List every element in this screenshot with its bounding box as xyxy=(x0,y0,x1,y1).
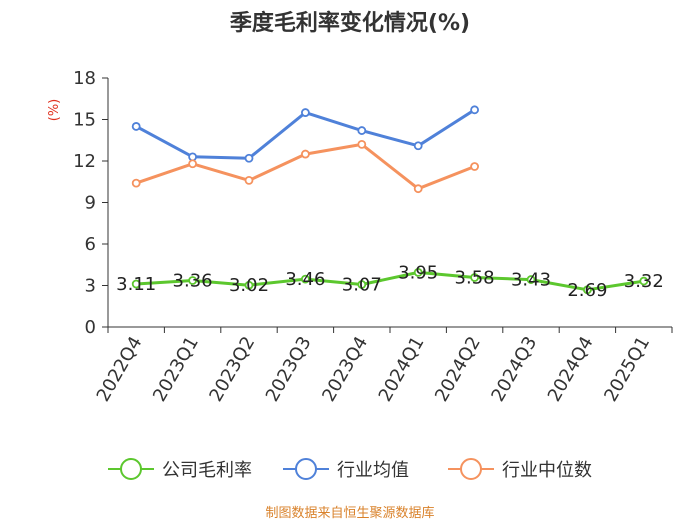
x-tick-label: 2023Q3 xyxy=(262,333,316,405)
data-labels: 3.11 3.36 3.02 3.46 3.07 3.95 3.58 3.43 2.69 3.32 xyxy=(116,262,664,300)
data-point xyxy=(244,153,254,163)
data-point xyxy=(244,175,254,185)
x-tick-label: 2024Q1 xyxy=(375,333,429,405)
legend-item-1: 公司毛利率 xyxy=(108,458,252,481)
legend: 公司毛利率 行业均值 行业中位数 xyxy=(108,458,592,481)
series-1 xyxy=(131,267,649,295)
legend-label: 行业中位数 xyxy=(502,460,592,481)
data-point xyxy=(300,149,310,159)
data-point xyxy=(244,280,254,290)
data-point xyxy=(131,178,141,188)
x-tick-label: 2023Q2 xyxy=(205,333,259,405)
data-point xyxy=(131,122,141,131)
y-tick-label: 12 xyxy=(73,151,96,172)
data-label: 3.46 xyxy=(285,269,325,290)
data-point xyxy=(639,276,649,286)
data-point xyxy=(413,267,423,277)
data-label: 3.95 xyxy=(398,262,438,283)
x-tick-label: 2024Q3 xyxy=(487,333,541,405)
data-point xyxy=(357,139,367,149)
data-label: 3.32 xyxy=(624,271,664,292)
data-label: 3.11 xyxy=(116,274,156,295)
chart-title: 季度毛利率变化情况(%) xyxy=(230,10,470,36)
y-tick-label: 0 xyxy=(85,317,96,338)
data-point xyxy=(583,285,592,295)
data-label: 3.58 xyxy=(455,267,495,288)
legend-label: 行业均值 xyxy=(337,460,409,481)
x-tick-label: 2024Q4 xyxy=(544,333,598,405)
data-point xyxy=(188,159,198,169)
legend-marker xyxy=(295,458,317,480)
y-axis-label: (%) xyxy=(47,99,62,122)
series-line xyxy=(136,270,645,292)
x-tick-label: 2024Q2 xyxy=(431,333,485,405)
data-point xyxy=(470,105,480,115)
y-axis: 0 3 6 9 12 15 18 xyxy=(73,68,109,338)
data-point xyxy=(413,141,423,151)
data-point xyxy=(131,279,141,289)
data-label: 3.02 xyxy=(229,275,269,296)
data-label: 3.36 xyxy=(173,271,213,292)
source-note: 制图数据来自恒生聚源数据库 xyxy=(265,505,434,521)
data-point xyxy=(470,273,480,282)
data-point xyxy=(188,276,198,285)
legend-item-3: 行业中位数 xyxy=(448,458,592,481)
series-layer xyxy=(131,105,649,295)
data-point xyxy=(300,108,310,117)
y-tick-label: 9 xyxy=(85,193,96,214)
y-tick-label: 18 xyxy=(73,68,96,89)
x-axis: 2022Q4 2023Q1 2023Q2 2023Q3 2023Q4 2024Q1 2024… xyxy=(93,326,673,405)
data-point xyxy=(300,274,310,284)
data-label: 3.07 xyxy=(342,275,382,296)
y-tick-label: 3 xyxy=(85,276,96,297)
x-tick-label: 2025Q1 xyxy=(600,333,654,405)
legend-marker xyxy=(460,458,482,480)
data-point xyxy=(188,152,198,162)
x-tick-label: 2023Q4 xyxy=(318,333,372,405)
legend-label: 公司毛利率 xyxy=(162,460,252,481)
legend-marker xyxy=(120,458,142,480)
data-label: 3.43 xyxy=(511,270,551,291)
y-tick-label: 15 xyxy=(73,110,96,131)
x-tick-label: 2023Q1 xyxy=(149,333,203,405)
data-point xyxy=(357,126,367,135)
data-label: 2.69 xyxy=(567,280,607,301)
series-2 xyxy=(131,105,480,163)
data-point xyxy=(526,275,536,284)
series-3 xyxy=(131,139,480,194)
data-point xyxy=(470,162,480,171)
data-point xyxy=(357,280,367,289)
data-point xyxy=(413,184,423,194)
x-tick-label: 2022Q4 xyxy=(93,333,147,405)
y-tick-label: 6 xyxy=(85,234,96,255)
legend-item-2: 行业均值 xyxy=(283,458,409,481)
